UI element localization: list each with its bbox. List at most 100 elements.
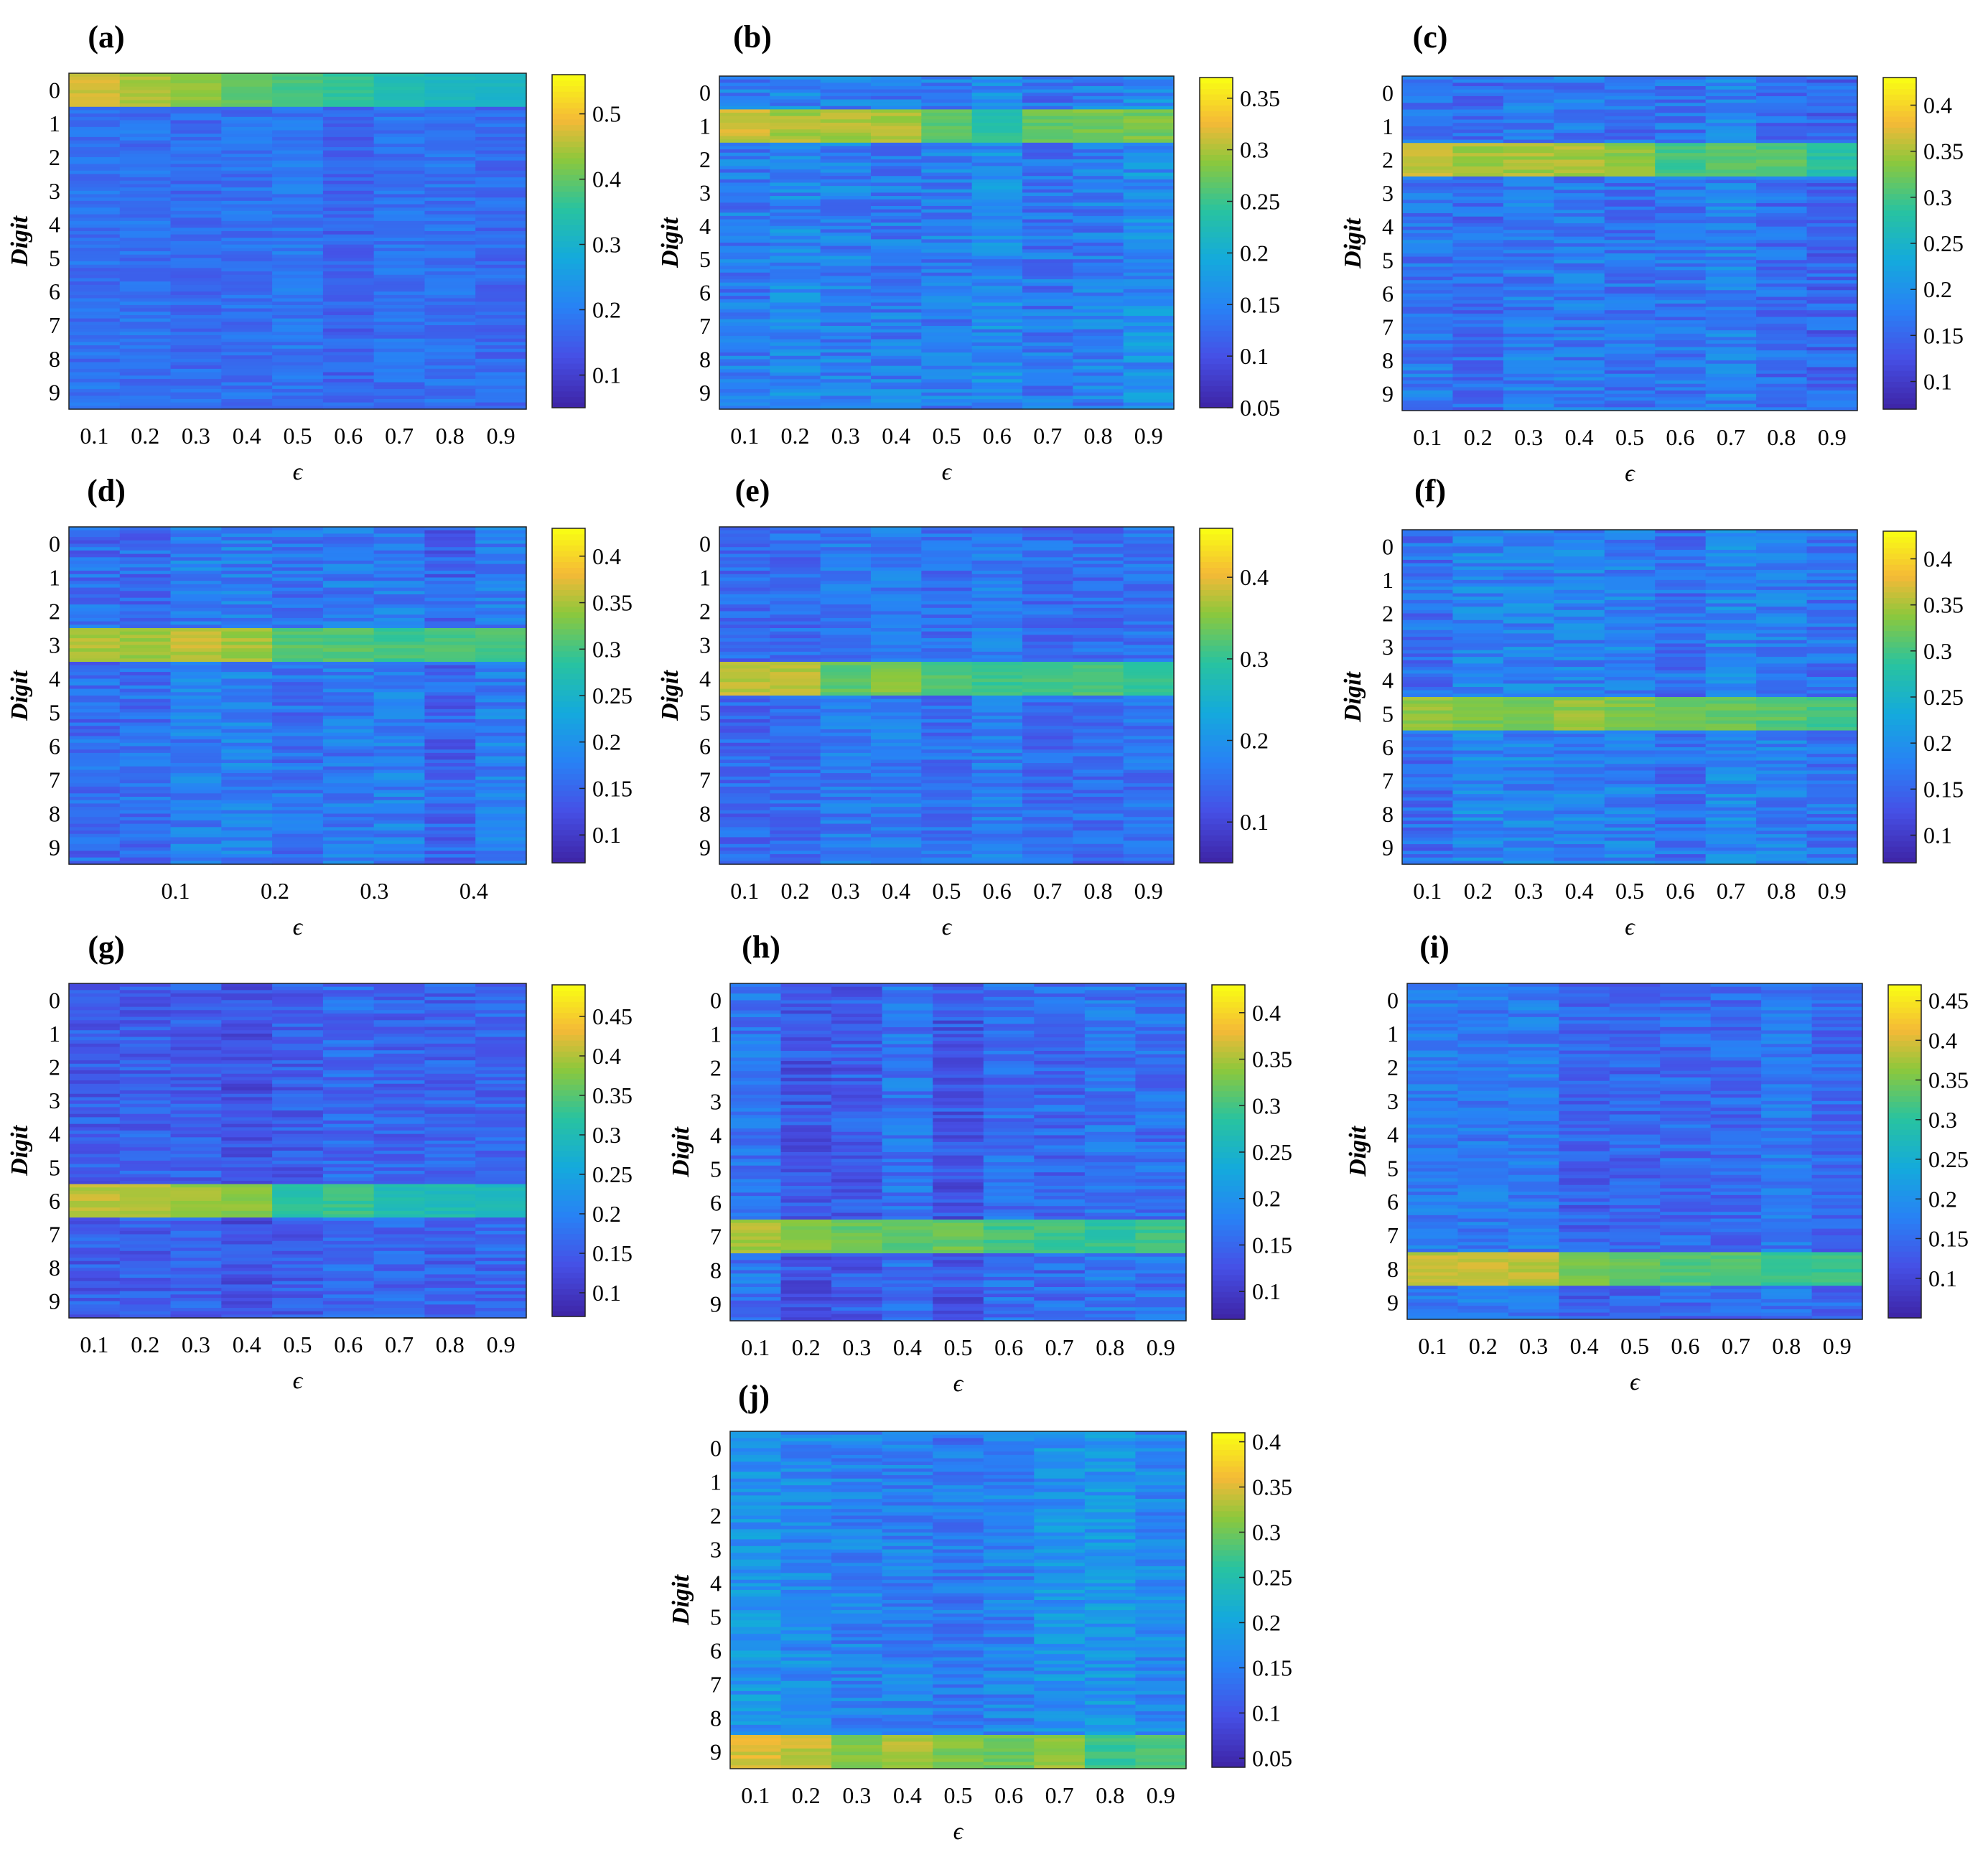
heatmap-cell — [871, 614, 922, 619]
heatmap-cell — [170, 527, 222, 531]
heatmap-cell — [170, 348, 222, 353]
heatmap-cell — [69, 93, 121, 98]
heatmap-cell — [1756, 146, 1808, 151]
heatmap-cell — [1022, 99, 1073, 103]
heatmap-cell — [1123, 773, 1175, 777]
heatmap-cell — [69, 831, 121, 835]
heatmap-cell — [871, 339, 922, 343]
heatmap-cell — [475, 180, 527, 185]
heatmap-cell — [1604, 236, 1656, 240]
heatmap-cell — [424, 645, 476, 649]
heatmap-cell — [119, 93, 172, 98]
heatmap-cell — [770, 607, 821, 612]
heatmap-cell — [1655, 119, 1707, 123]
heatmap-cell — [475, 581, 527, 585]
heatmap-cell — [1604, 216, 1656, 220]
heatmap-cell — [820, 245, 872, 250]
heatmap-cell — [820, 706, 872, 710]
heatmap-cell — [373, 167, 426, 172]
heatmap-cell — [1655, 266, 1707, 271]
heatmap-cell — [1604, 390, 1656, 395]
heatmap-cell — [1073, 833, 1124, 838]
heatmap-cell — [770, 345, 821, 350]
heatmap-cell — [221, 291, 273, 296]
heatmap-cell — [820, 665, 872, 669]
heatmap-cell — [1402, 246, 1454, 251]
heatmap-cell — [820, 389, 872, 393]
heatmap-cell — [1503, 363, 1554, 368]
heatmap-cell — [322, 258, 375, 262]
heatmap-cell — [1604, 76, 1656, 80]
heatmap-cell — [322, 335, 375, 340]
heatmap-cell — [424, 388, 476, 393]
heatmap-cell — [1022, 316, 1073, 320]
heatmap-cell — [971, 159, 1023, 164]
heatmap-cell — [1022, 212, 1073, 217]
heatmap-cell — [820, 382, 872, 387]
heatmap-cell — [221, 658, 273, 663]
heatmap-cell — [921, 169, 973, 174]
heatmap-cell — [770, 736, 821, 740]
heatmap-cell — [69, 847, 121, 851]
heatmap-cell — [1123, 296, 1175, 300]
heatmap-cell — [1123, 696, 1175, 700]
heatmap-cell — [424, 678, 476, 683]
heatmap-cell — [1402, 290, 1454, 294]
heatmap-cell — [1655, 333, 1707, 338]
heatmap-cell — [424, 298, 476, 302]
heatmap-cell — [1123, 769, 1175, 774]
colorbar-segment — [1200, 375, 1233, 381]
heatmap-cell — [971, 769, 1023, 774]
heatmap-cell — [1073, 708, 1124, 714]
heatmap-cell — [272, 254, 324, 258]
heatmap-cell — [820, 289, 872, 294]
heatmap-cell — [1655, 327, 1707, 331]
heatmap-cell — [272, 136, 324, 141]
heatmap-cell — [921, 316, 973, 320]
heatmap-cell — [221, 597, 273, 602]
heatmap-cell — [719, 116, 770, 120]
heatmap-cell — [1705, 123, 1757, 127]
heatmap-cell — [770, 202, 821, 207]
x-tick-label: 0.6 — [983, 423, 1012, 449]
heatmap-cell — [1123, 672, 1175, 676]
heatmap-cell — [373, 90, 426, 94]
heatmap-cell — [1073, 769, 1124, 774]
heatmap-cell — [971, 276, 1023, 280]
heatmap-cell — [272, 268, 324, 272]
heatmap-cell — [424, 810, 476, 815]
heatmap-cell — [424, 550, 476, 555]
heatmap-cell — [1705, 256, 1757, 261]
heatmap-cell — [1554, 307, 1605, 311]
heatmap-cell — [424, 301, 476, 306]
heatmap-cell — [1554, 280, 1605, 284]
heatmap-cell — [1604, 373, 1656, 378]
heatmap-cell — [871, 635, 922, 639]
heatmap-cell — [971, 209, 1023, 213]
heatmap-cell — [322, 786, 375, 791]
heatmap-cell — [1022, 624, 1073, 629]
heatmap-cell — [322, 841, 375, 845]
heatmap-cell — [971, 638, 1023, 642]
heatmap-cell — [221, 807, 273, 811]
colorbar-segment — [1200, 617, 1233, 624]
heatmap-cell — [170, 678, 222, 683]
heatmap-cell — [770, 810, 821, 815]
heatmap-cell — [971, 813, 1023, 818]
heatmap-cell — [1123, 76, 1175, 80]
heatmap-cell — [221, 244, 273, 248]
heatmap-cell — [1402, 347, 1454, 351]
heatmap-cell — [1655, 383, 1707, 388]
heatmap-cell — [221, 325, 273, 329]
heatmap-cell — [475, 584, 527, 589]
heatmap-cell — [1073, 379, 1124, 383]
heatmap-cell — [921, 530, 973, 534]
heatmap-cell — [770, 219, 821, 223]
heatmap-cell — [971, 698, 1023, 703]
heatmap-cell — [373, 790, 426, 794]
heatmap-cell — [69, 672, 121, 676]
heatmap-cell — [424, 184, 476, 188]
heatmap-cell — [770, 306, 821, 310]
heatmap-cell — [475, 692, 527, 696]
heatmap-cell — [1073, 169, 1124, 174]
